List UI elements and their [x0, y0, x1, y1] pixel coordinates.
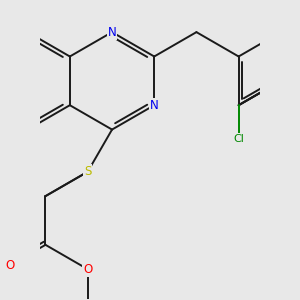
- Text: Cl: Cl: [233, 134, 244, 144]
- Text: O: O: [5, 259, 14, 272]
- Text: N: N: [108, 26, 116, 39]
- Text: N: N: [150, 99, 159, 112]
- Text: O: O: [83, 263, 92, 276]
- Text: S: S: [84, 165, 92, 178]
